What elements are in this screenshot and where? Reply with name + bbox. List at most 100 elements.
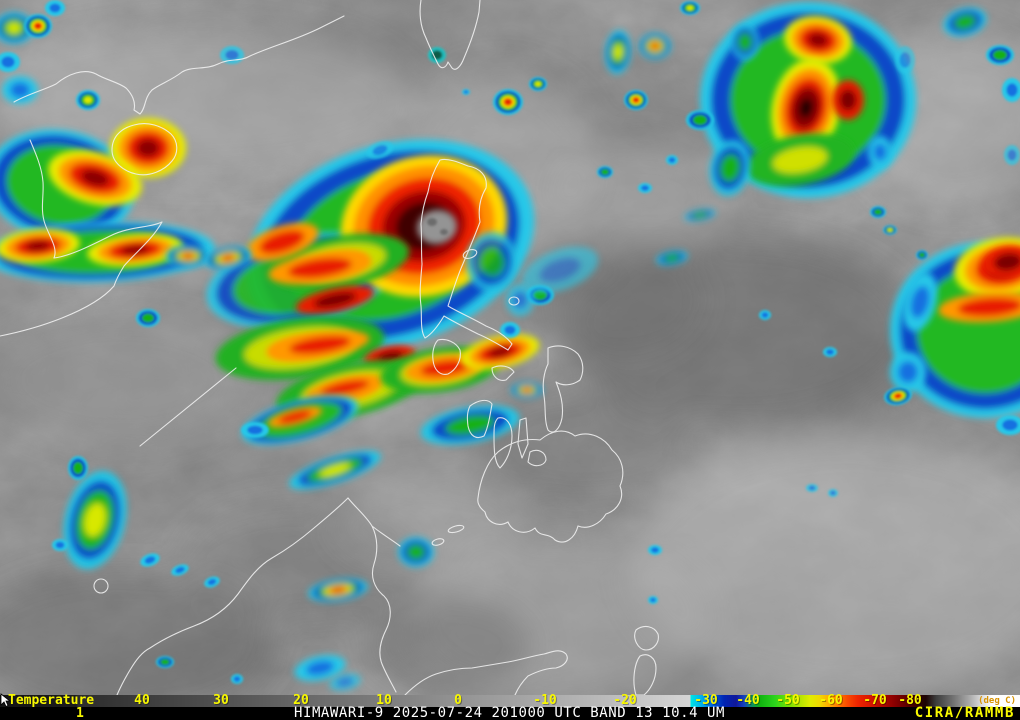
storm-cell — [680, 1, 700, 15]
storm-cell — [666, 155, 678, 165]
coastline-china — [13, 15, 345, 115]
storm-cell — [68, 456, 88, 480]
storm-cell — [466, 232, 518, 292]
storm-cell — [270, 330, 370, 360]
storm-cell — [895, 46, 915, 74]
storm-cell — [440, 229, 448, 235]
storm-cell — [529, 77, 547, 91]
storm-cell — [428, 47, 446, 63]
storm-cell — [745, 133, 855, 187]
storm-cell — [1004, 145, 1020, 165]
storm-cell — [638, 183, 652, 193]
storm-cell — [204, 246, 252, 270]
coastline-vietnam — [0, 139, 163, 337]
colorbar-title: Temperature — [8, 693, 95, 708]
colorbar-tick-40: 40 — [134, 693, 150, 708]
storm-cell — [684, 208, 716, 222]
credit-label: CIRA/RAMMB — [914, 705, 1015, 720]
storm-cell — [784, 15, 852, 65]
coastline-hainan — [111, 123, 178, 176]
storm-cell — [731, 24, 759, 60]
storm-cell — [398, 537, 434, 567]
convective-cells — [0, 0, 1020, 691]
storm-cell — [329, 673, 361, 691]
colorbar-tick--60: -60 — [819, 693, 843, 708]
colorbar-tick--40: -40 — [736, 693, 760, 708]
storm-cell — [140, 553, 160, 567]
storm-cell — [686, 110, 714, 130]
storm-cell — [63, 470, 127, 570]
storm-cell — [938, 291, 1020, 323]
storm-cell — [45, 0, 65, 16]
storm-cell — [2, 76, 38, 104]
coastline-bohol — [527, 449, 547, 467]
image-caption: HIMAWARI-9 2025-07-24 201000 UTC BAND 13… — [294, 705, 725, 720]
storm-cell — [604, 30, 632, 74]
storm-cell — [823, 347, 837, 357]
colorbar-unit: (deg C) — [978, 696, 1016, 706]
storm-cell — [902, 272, 938, 332]
storm-cell — [166, 245, 210, 267]
storm-cell — [709, 140, 751, 196]
storm-cell — [289, 450, 381, 490]
satellite-scene — [0, 0, 1020, 695]
storm-cell — [156, 656, 174, 668]
coastline-mindanao — [477, 430, 624, 543]
storm-cell — [943, 7, 987, 37]
colorbar-tick--10: -10 — [533, 693, 557, 708]
coastline-sangihe-2 — [633, 654, 657, 695]
coastline-masbate — [491, 365, 515, 381]
colorbar-tick--20: -20 — [613, 693, 637, 708]
storm-cell — [24, 14, 52, 38]
storm-cell — [832, 80, 864, 120]
coastline-panay — [466, 399, 493, 439]
storm-cell — [916, 250, 928, 260]
coastline-taiwan — [419, 0, 481, 70]
coastline-sulawesi — [404, 650, 568, 695]
storm-cell — [639, 33, 671, 59]
coastline-borneo-east — [347, 497, 401, 693]
storm-cell — [295, 285, 375, 315]
mouse-cursor-icon — [0, 693, 12, 708]
storm-cell — [305, 375, 385, 401]
storm-cell — [87, 233, 183, 267]
colorbar-tick-30: 30 — [213, 693, 229, 708]
storm-cell — [110, 118, 186, 178]
coastline-sulu-island-2 — [431, 538, 445, 546]
storm-cell — [868, 136, 892, 168]
storm-cell — [828, 489, 838, 497]
storm-cell — [417, 209, 457, 245]
coastline-sangihe-1 — [634, 625, 659, 651]
storm-cell — [883, 225, 897, 235]
temperature-colorbar: Temperature (deg C) 40 30 20 10 0 -10 -20 -30 -4… — [0, 693, 1020, 708]
coastline-borneo-west — [116, 497, 349, 695]
storm-cell — [204, 576, 220, 588]
storm-cell — [986, 45, 1014, 65]
storm-cell — [460, 334, 540, 370]
storm-cell — [268, 251, 372, 285]
storm-cell — [771, 58, 841, 158]
storm-cell — [511, 382, 543, 398]
coastline-negros — [493, 417, 513, 469]
status-bar: 1 HIMAWARI-9 2025-07-24 201000 UTC BAND … — [0, 705, 1020, 720]
frame-number: 1 — [76, 706, 84, 720]
colorbar-tick-20: 20 — [293, 693, 309, 708]
coastline-samar-leyte — [542, 345, 584, 433]
coastline-catanduanes — [508, 296, 520, 306]
storm-cell — [996, 415, 1020, 435]
coastline-mindoro — [432, 338, 461, 375]
storm-cell — [294, 655, 346, 681]
coastline-sulu-island-1 — [447, 524, 465, 534]
storm-cell — [427, 218, 437, 226]
storm-cell — [884, 386, 912, 406]
storm-cell — [493, 89, 523, 115]
storm-cell — [656, 250, 688, 266]
storm-cell — [982, 245, 1020, 279]
colorbar-tick--50: -50 — [776, 693, 800, 708]
coastline-palawan-island — [93, 578, 109, 594]
satellite-image — [0, 0, 1020, 695]
storm-cell — [308, 578, 368, 602]
storm-cell — [366, 141, 394, 159]
storm-cell — [76, 90, 100, 110]
storm-cell — [220, 46, 244, 64]
